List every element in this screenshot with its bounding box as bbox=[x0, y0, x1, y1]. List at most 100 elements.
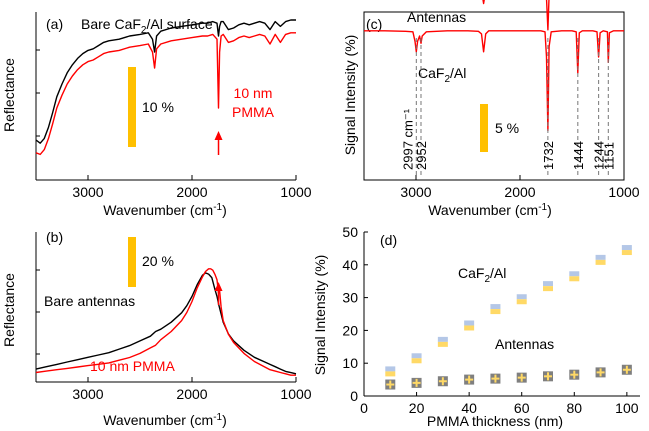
panel-d-point-caf2 bbox=[385, 366, 396, 377]
panel-c-peak-label: 2997 cm⁻¹ bbox=[400, 108, 415, 170]
panel-d-point-caf2 bbox=[490, 304, 501, 315]
panel-d-y-tick-label: 20 bbox=[342, 322, 358, 338]
panel-d-point-caf2 bbox=[516, 294, 527, 305]
panel-c-peak-label: 1444 bbox=[571, 141, 586, 170]
panel-c-peak-label: 1244 bbox=[592, 141, 607, 170]
panel-c-scalebar-label: 5 % bbox=[495, 120, 519, 136]
panel-d: (d) CaF2/Al Antennas Signal Intensity (%… bbox=[312, 224, 640, 429]
panel-d-x-tick-label: 80 bbox=[566, 400, 582, 416]
panel-a-x-tick-label: 2000 bbox=[176, 184, 207, 200]
panel-d-point-caf2-bottom bbox=[385, 371, 396, 377]
panel-d-point-antennas bbox=[569, 369, 580, 380]
panel-d-point-caf2-bottom bbox=[464, 325, 475, 331]
panel-b-scalebar bbox=[128, 237, 136, 287]
panel-b-xlabel: Wavenumber (cm-1) bbox=[103, 412, 227, 428]
panel-b-x-tick-label: 3000 bbox=[72, 386, 103, 402]
panel-a-xlabel: Wavenumber (cm-1) bbox=[103, 202, 227, 218]
panel-b-x-tick-label: 2000 bbox=[176, 386, 207, 402]
panel-c-bottom-label: CaF2/Al bbox=[418, 65, 466, 85]
panel-b-arrowhead bbox=[214, 282, 223, 291]
panel-d-ylabel: Signal Intensity (%) bbox=[312, 255, 328, 376]
panel-d-point-antennas bbox=[464, 374, 475, 385]
panel-d-point-caf2-bottom bbox=[595, 259, 606, 265]
panel-c: (c) Antennas CaF2/Al 5 % Signal Intensit… bbox=[342, 0, 640, 218]
panel-d-point-antennas bbox=[621, 364, 632, 375]
panel-c-peak-label: 1151 bbox=[601, 142, 616, 170]
panel-a-arrowhead bbox=[214, 131, 223, 140]
panel-d-point-antennas bbox=[490, 373, 501, 384]
panel-c-x-tick-label: 2000 bbox=[504, 184, 535, 200]
panel-c-top-label: Antennas bbox=[407, 9, 466, 25]
panel-c-xlabel: Wavenumber (cm-1) bbox=[428, 202, 552, 218]
panel-c-peak-label: 1732 bbox=[541, 141, 556, 170]
panel-d-point-caf2-bottom bbox=[516, 299, 527, 305]
panel-d-point-caf2 bbox=[411, 353, 422, 364]
panel-d-x-tick-label: 40 bbox=[461, 400, 477, 416]
panel-d-point-antennas bbox=[385, 379, 396, 390]
panel-c-scalebar bbox=[480, 104, 488, 152]
panel-c-ylabel: Signal Intensity (%) bbox=[342, 35, 358, 156]
panel-d-point-caf2-top bbox=[595, 254, 606, 260]
panel-b-tag: (b) bbox=[46, 229, 63, 245]
panel-d-x-tick-label: 60 bbox=[514, 400, 530, 416]
panel-a: (a) Bare CaF2/Al surface 10 nm PMMA 10 %… bbox=[1, 12, 312, 218]
panel-d-point-caf2-top bbox=[490, 304, 501, 310]
panel-b-scalebar-label: 20 % bbox=[142, 253, 174, 269]
panel-d-point-caf2-top bbox=[516, 294, 527, 300]
panel-b-ylabel: Reflectance bbox=[1, 273, 17, 347]
panel-d-y-tick-label: 50 bbox=[342, 224, 358, 240]
panel-d-point-antennas bbox=[516, 372, 527, 383]
panel-a-red-label-2: PMMA bbox=[232, 104, 275, 120]
panel-d-point-caf2 bbox=[595, 254, 606, 265]
panel-d-point-caf2-top bbox=[385, 366, 396, 372]
panel-b-series-0 bbox=[35, 272, 297, 375]
panel-a-red-label-1: 10 nm bbox=[234, 85, 273, 101]
panel-d-point-caf2-bottom bbox=[569, 276, 580, 282]
panel-c-series-0 bbox=[482, 0, 550, 31]
panel-d-point-caf2 bbox=[569, 271, 580, 282]
panel-d-point-caf2 bbox=[437, 336, 448, 347]
panel-d-point-caf2-top bbox=[464, 320, 475, 326]
panel-a-series-0 bbox=[35, 19, 296, 144]
panel-d-point-caf2 bbox=[621, 245, 632, 256]
panel-c-peak-label: 2952 bbox=[414, 141, 429, 170]
panel-d-y-tick-label: 10 bbox=[342, 355, 358, 371]
panel-d-point-caf2-top bbox=[543, 281, 553, 287]
panel-d-point-caf2-top bbox=[569, 271, 580, 277]
panel-d-xlabel: PMMA thickness (nm) bbox=[427, 413, 563, 429]
panel-a-black-label: Bare CaF2/Al surface bbox=[81, 16, 213, 36]
panel-d-y-tick-label: 30 bbox=[342, 290, 358, 306]
panel-a-series-1 bbox=[35, 32, 296, 156]
panel-b-x-tick-label: 1000 bbox=[280, 386, 311, 402]
panel-d-lower-label: Antennas bbox=[495, 336, 554, 352]
panel-b-red-label: 10 nm PMMA bbox=[90, 358, 175, 374]
panel-d-tag: (d) bbox=[380, 232, 397, 248]
panel-d-point-caf2-bottom bbox=[411, 358, 422, 364]
panel-b-series-1 bbox=[35, 268, 296, 376]
panel-d-point-caf2 bbox=[543, 281, 553, 292]
panel-d-point-caf2-top bbox=[437, 336, 448, 342]
panel-d-point-caf2-bottom bbox=[621, 250, 632, 256]
panel-a-x-tick-label: 3000 bbox=[72, 184, 103, 200]
panel-d-point-caf2-top bbox=[411, 353, 422, 359]
panel-a-x-tick-label: 1000 bbox=[280, 184, 311, 200]
panel-d-point-caf2-bottom bbox=[437, 341, 448, 347]
panel-a-tag: (a) bbox=[46, 16, 63, 32]
panel-c-x-tick-label: 3000 bbox=[400, 184, 431, 200]
panel-a-ylabel: Reflectance bbox=[1, 58, 17, 132]
panel-d-point-caf2-top bbox=[621, 245, 632, 251]
panel-d-point-caf2-bottom bbox=[543, 286, 553, 292]
panel-b: (b) 20 % Bare antennas 10 nm PMMA Reflec… bbox=[1, 229, 312, 428]
panel-d-point-antennas bbox=[437, 376, 448, 387]
panel-c-frame bbox=[363, 11, 625, 181]
panel-b-black-label: Bare antennas bbox=[44, 293, 135, 309]
panel-d-point-antennas bbox=[595, 367, 606, 378]
panel-c-x-tick-label: 1000 bbox=[608, 184, 639, 200]
panel-a-scalebar bbox=[128, 67, 136, 147]
panel-d-y-tick-label: 0 bbox=[350, 388, 358, 404]
panel-d-y-tick-label: 40 bbox=[342, 257, 358, 273]
panel-d-x-tick-label: 20 bbox=[409, 400, 425, 416]
panel-d-upper-label: CaF2/Al bbox=[458, 265, 506, 285]
panel-c-tag: (c) bbox=[366, 16, 382, 32]
